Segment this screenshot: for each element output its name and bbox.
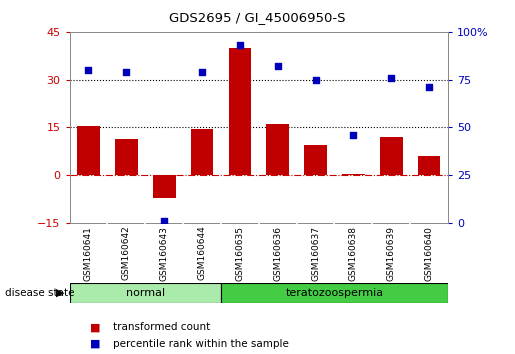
Point [387,75,396,81]
Text: GSM160642: GSM160642 [122,226,131,280]
Point [312,77,320,82]
Text: teratozoospermia: teratozoospermia [285,288,384,298]
Text: GSM160636: GSM160636 [273,225,282,281]
Bar [380,137,403,175]
Text: GSM160644: GSM160644 [198,226,207,280]
Point [160,218,168,224]
Text: GSM160643: GSM160643 [160,225,168,281]
Text: ■: ■ [90,339,100,349]
Bar [77,126,100,175]
Text: GSM160638: GSM160638 [349,225,358,281]
Point [349,132,357,138]
Bar [418,156,440,175]
Point [425,85,433,90]
Point [198,69,206,75]
Bar [266,124,289,175]
Bar [191,129,213,175]
Text: GSM160635: GSM160635 [235,225,244,281]
Bar [153,175,176,198]
Point [84,67,93,73]
Text: transformed count: transformed count [113,322,211,332]
Bar [342,174,365,175]
FancyBboxPatch shape [221,283,448,303]
Bar [229,48,251,175]
Point [122,69,130,75]
Text: GDS2695 / GI_45006950-S: GDS2695 / GI_45006950-S [169,11,346,24]
Bar [115,139,138,175]
Text: GSM160640: GSM160640 [425,225,434,281]
Text: ▶: ▶ [56,288,64,298]
Text: ■: ■ [90,322,100,332]
Text: percentile rank within the sample: percentile rank within the sample [113,339,289,349]
Bar [304,145,327,175]
Point [236,42,244,48]
Text: GSM160641: GSM160641 [84,225,93,281]
Text: normal: normal [126,288,165,298]
Text: GSM160637: GSM160637 [311,225,320,281]
Point [273,63,282,69]
FancyBboxPatch shape [70,283,221,303]
Text: disease state: disease state [5,288,75,298]
Text: GSM160639: GSM160639 [387,225,396,281]
